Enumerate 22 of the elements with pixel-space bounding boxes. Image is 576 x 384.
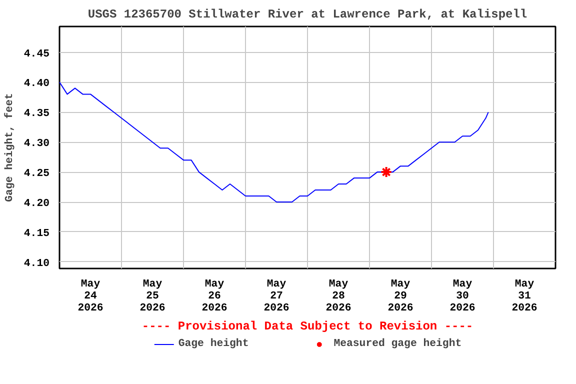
x-tick-label: May 25 2026	[140, 278, 166, 314]
y-tick-label: 4.35	[24, 108, 50, 120]
x-tick-label: May 27 2026	[264, 278, 290, 314]
legend-label: Measured gage height	[334, 338, 462, 350]
x-tick-label: May 30 2026	[450, 278, 476, 314]
x-tick-label: May 24 2026	[78, 278, 104, 314]
y-tick-label: 4.45	[24, 48, 50, 60]
x-tick-label: May 31 2026	[512, 278, 538, 314]
y-tick-label: 4.25	[24, 168, 50, 180]
y-tick-label: 4.15	[24, 228, 50, 240]
y-tick-label: 4.30	[24, 138, 50, 150]
y-tick-label: 4.40	[24, 78, 50, 90]
y-tick-label: 4.20	[24, 198, 50, 210]
x-tick-label: May 26 2026	[202, 278, 228, 314]
legend-label: Gage height	[178, 338, 249, 350]
x-tick-label: May 28 2026	[326, 278, 352, 314]
y-tick-label: 4.10	[24, 258, 50, 270]
chart-title: USGS 12365700 Stillwater River at Lawrence Park, at Kalispell	[88, 8, 528, 22]
y-axis-title: Gage height, feet	[4, 93, 16, 202]
x-tick-label: May 29 2026	[388, 278, 414, 314]
text: ---- Provisional Data Subject to Revision ----	[142, 320, 474, 334]
line-series	[60, 82, 489, 203]
